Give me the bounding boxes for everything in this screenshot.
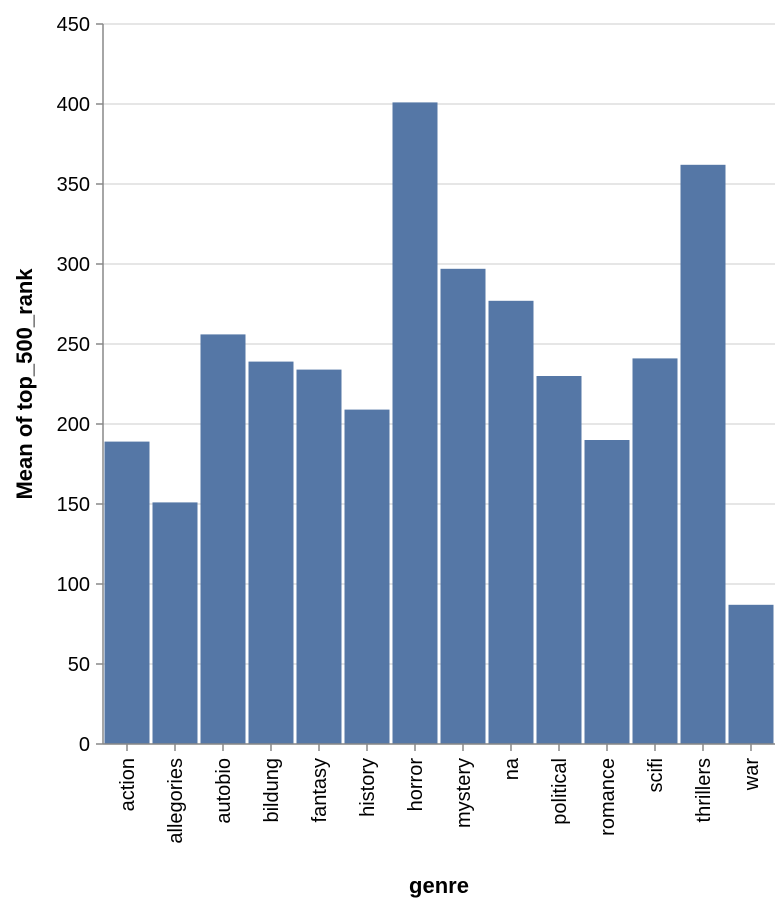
y-tick-label: 400 [57, 94, 90, 116]
y-tick-label: 300 [57, 254, 90, 276]
x-tick-label: thrillers [693, 758, 715, 822]
bar-bildung [248, 361, 294, 744]
x-tick-label: political [549, 758, 571, 825]
x-tick-label: fantasy [309, 758, 331, 822]
bar-autobio [200, 334, 246, 744]
bar-mystery [440, 268, 486, 744]
bar-allegories [152, 502, 198, 744]
x-tick-label: na [501, 757, 523, 780]
y-axis-title: Mean of top_500_rank [12, 268, 37, 500]
bar-romance [584, 440, 630, 744]
x-tick-label: history [357, 758, 379, 817]
bar-horror [392, 102, 438, 744]
bar-history [344, 409, 390, 744]
x-tick-label: bildung [261, 758, 283, 823]
bar-war [728, 604, 774, 744]
bar-fantasy [296, 369, 342, 744]
x-tick-label: horror [405, 758, 427, 812]
y-tick-label: 350 [57, 174, 90, 196]
y-tick-label: 200 [57, 414, 90, 436]
x-tick-label: war [741, 758, 763, 792]
x-tick-label: action [117, 758, 139, 811]
y-tick-label: 100 [57, 574, 90, 596]
y-axis: 0 50 100 150 200 250 300 350 400 450 [57, 14, 104, 756]
x-tick-label: mystery [453, 758, 475, 828]
y-tick-label: 250 [57, 334, 90, 356]
bar-thrillers [680, 164, 726, 745]
y-tick-label: 150 [57, 494, 90, 516]
bar-na [488, 300, 534, 744]
x-axis: action allegories autobio bildung fantasy his… [103, 743, 775, 844]
y-tick-label: 0 [79, 734, 90, 756]
y-tick-label: 450 [57, 14, 90, 36]
x-tick-label: scifi [645, 758, 667, 792]
bar-scifi [632, 358, 678, 744]
bars [104, 102, 774, 745]
bar-political [536, 376, 582, 744]
x-tick-label: romance [597, 758, 619, 836]
x-tick-label: allegories [165, 758, 187, 844]
bar-action [104, 441, 150, 744]
x-tick-label: autobio [213, 758, 235, 824]
y-tick-label: 50 [68, 654, 90, 676]
x-axis-title: genre [409, 873, 469, 898]
